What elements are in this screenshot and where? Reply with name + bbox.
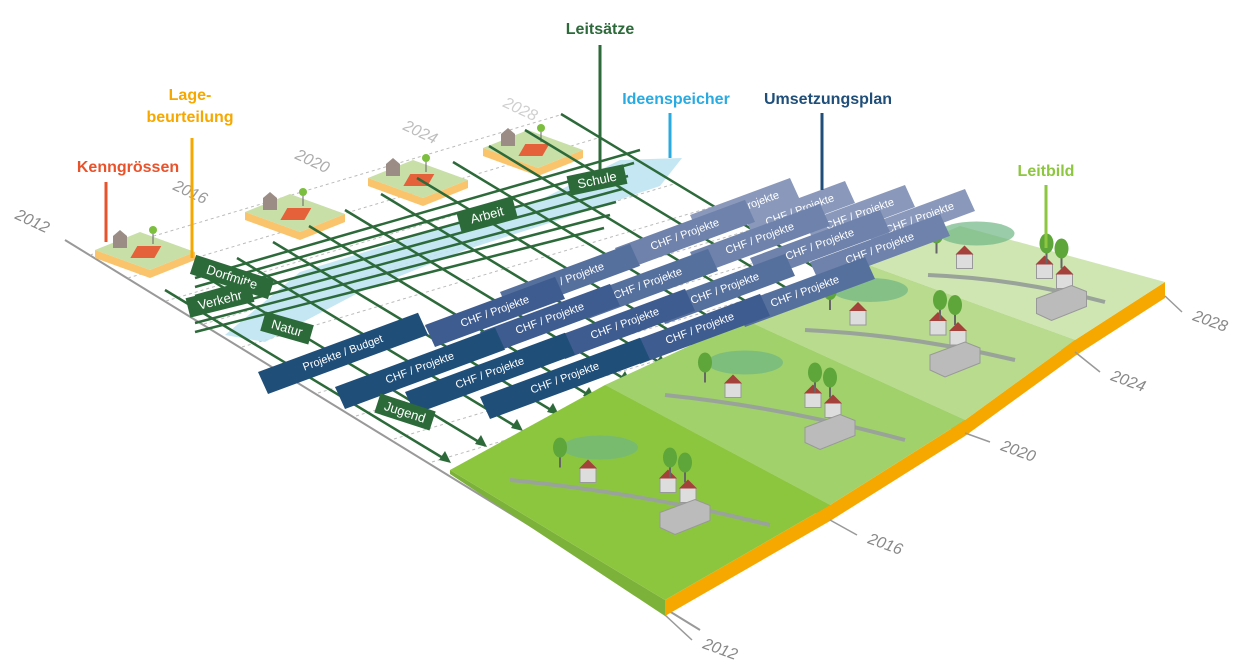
year-tick bbox=[665, 615, 692, 640]
mini-house bbox=[386, 158, 400, 176]
year-label: 2016 bbox=[865, 530, 905, 559]
year-tick bbox=[830, 520, 857, 535]
mini-tree bbox=[422, 154, 430, 162]
year-label: 2024 bbox=[399, 117, 439, 148]
year-tick bbox=[1165, 296, 1182, 312]
year-label: 2016 bbox=[169, 177, 209, 208]
mini-tree bbox=[537, 124, 545, 132]
callout-label: Lage- bbox=[169, 87, 212, 104]
year-tick bbox=[965, 433, 990, 442]
callout-label: Ideenspeicher bbox=[622, 91, 730, 108]
mini-house bbox=[113, 230, 127, 248]
year-label: 2012 bbox=[11, 206, 51, 237]
mini-tree bbox=[299, 188, 307, 196]
tree bbox=[663, 448, 677, 468]
callout-label: Leitbild bbox=[1018, 163, 1075, 180]
callout-label: beurteilung bbox=[146, 109, 233, 126]
year-label: 2024 bbox=[1108, 367, 1148, 396]
year-tick bbox=[1075, 352, 1100, 372]
tree bbox=[823, 368, 837, 388]
year-label: 2020 bbox=[291, 146, 331, 177]
mini-house bbox=[501, 128, 515, 146]
callout-label: Kenngrössen bbox=[77, 159, 179, 176]
year-label: 2028 bbox=[499, 94, 539, 125]
pond bbox=[562, 436, 638, 460]
tree bbox=[678, 453, 692, 473]
callout-label: Leitsätze bbox=[566, 21, 635, 38]
pond bbox=[707, 351, 783, 375]
diagram: CHF / ProjekteCHF / ProjekteCHF / Projek… bbox=[0, 0, 1246, 672]
year-label: 2020 bbox=[998, 437, 1038, 466]
mini-house bbox=[263, 192, 277, 210]
tree bbox=[698, 353, 712, 373]
tree bbox=[553, 438, 567, 458]
tree bbox=[933, 290, 947, 310]
year-label: 2012 bbox=[700, 635, 740, 664]
tree bbox=[1055, 239, 1069, 259]
tree bbox=[808, 363, 822, 383]
mini-tree bbox=[149, 226, 157, 234]
pond bbox=[939, 222, 1015, 246]
tree bbox=[948, 295, 962, 315]
callout-label: Umsetzungsplan bbox=[764, 91, 892, 108]
year-label: 2028 bbox=[1190, 307, 1230, 336]
